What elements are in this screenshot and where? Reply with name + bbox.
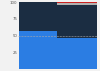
Bar — [19, 2, 59, 31]
Bar — [57, 2, 97, 3]
Bar — [19, 31, 59, 69]
Bar — [57, 38, 97, 69]
Bar — [57, 3, 97, 5]
Bar — [57, 5, 97, 38]
